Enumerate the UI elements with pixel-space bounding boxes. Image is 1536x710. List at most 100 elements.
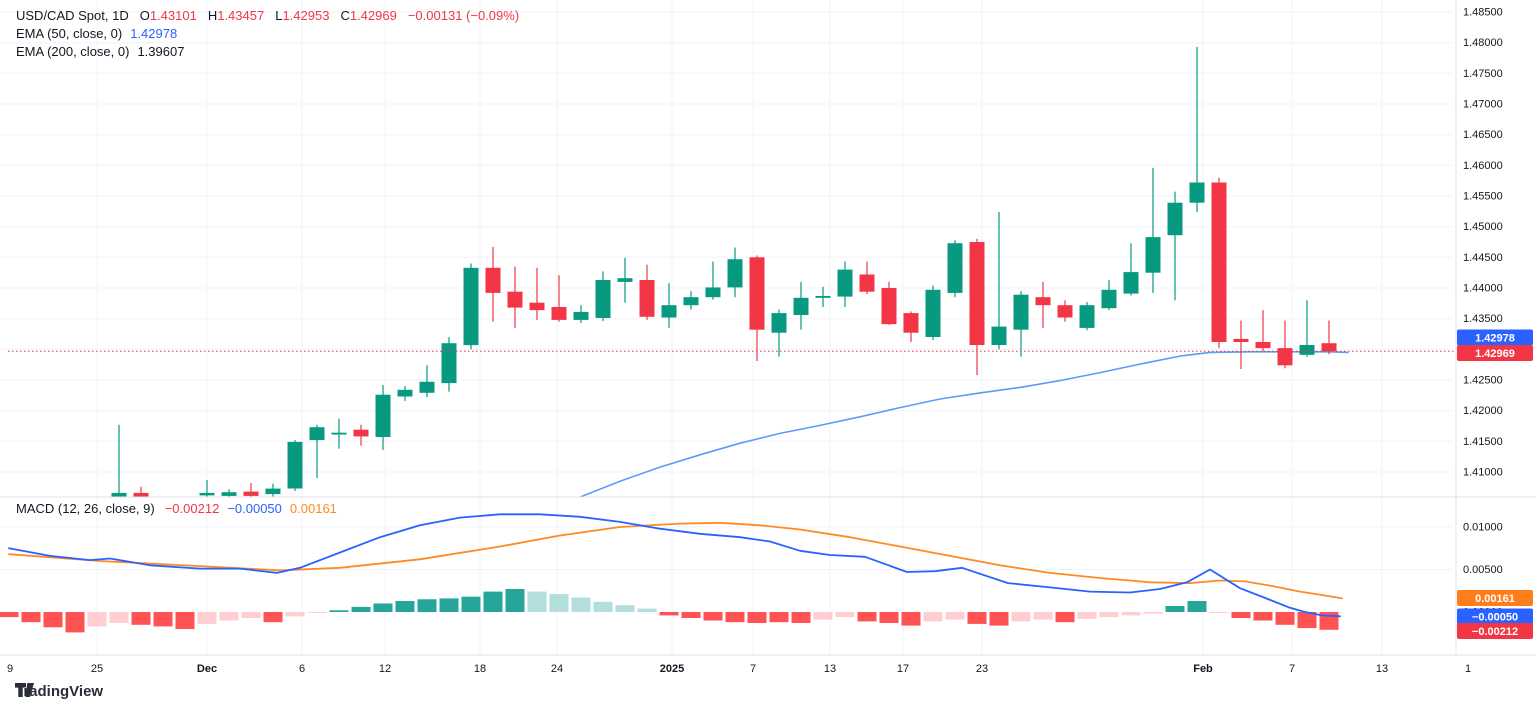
candle-body xyxy=(199,492,215,496)
candle-body xyxy=(815,296,831,298)
macd-histogram-bar xyxy=(263,612,283,623)
candle-body xyxy=(727,259,743,288)
macd-axis-label: 0.00500 xyxy=(1463,564,1503,576)
macd-histogram-bar xyxy=(637,608,657,612)
macd-histogram-bar xyxy=(725,612,745,623)
macd-histogram-bar xyxy=(483,591,503,612)
macd-hist-value: −0.00212 xyxy=(164,501,220,516)
macd-histogram-bar xyxy=(1297,612,1317,629)
macd-histogram-bar xyxy=(1253,612,1273,621)
macd-histogram-bar xyxy=(65,612,85,633)
ema200-label[interactable]: EMA (200, close, 0) xyxy=(16,44,130,59)
price-axis-label: 1.41500 xyxy=(1463,436,1503,448)
macd-histogram-bar xyxy=(681,612,701,618)
macd-histogram-bar xyxy=(395,601,415,612)
macd-signal-value: 0.00161 xyxy=(289,501,337,516)
axis-badge-text: −0.00050 xyxy=(1472,611,1518,623)
candle-body xyxy=(1123,272,1139,294)
price-axis-label: 1.47500 xyxy=(1463,68,1503,80)
candle-body xyxy=(595,280,611,318)
macd-histogram-bar xyxy=(351,606,371,612)
macd-histogram-bar xyxy=(175,612,195,629)
price-axis-label: 1.46000 xyxy=(1463,160,1503,172)
axis-badge: 0.00161 xyxy=(1457,590,1533,606)
candle-body xyxy=(903,313,919,333)
macd-histogram-bar xyxy=(835,612,855,618)
time-axis-label: Dec xyxy=(197,663,217,675)
macd-histogram-bar xyxy=(747,612,767,623)
candle-body xyxy=(1299,345,1315,355)
high-label: H xyxy=(207,8,218,23)
macd-histogram-bar xyxy=(659,612,679,616)
candle-body xyxy=(1211,182,1227,342)
price-axis-label: 1.44500 xyxy=(1463,252,1503,264)
time-axis-label: 13 xyxy=(824,663,836,675)
ema50-value: 1.42978 xyxy=(130,26,178,41)
candle-body xyxy=(1101,289,1117,309)
candle-body xyxy=(837,269,853,297)
candle-body xyxy=(991,326,1007,345)
tradingview-logo[interactable]: TradingView xyxy=(15,683,103,700)
candle-body xyxy=(573,311,589,320)
macd-legend: MACD (12, 26, close, 9) −0.00212 −0.00050 0… xyxy=(16,501,337,516)
axis-badge-bg xyxy=(1457,345,1533,361)
macd-histogram-bar xyxy=(923,612,943,622)
macd-histogram-bar xyxy=(43,612,63,628)
macd-histogram-bar xyxy=(439,598,459,612)
macd-histogram-bar xyxy=(109,612,129,623)
macd-histogram-bar xyxy=(593,601,613,612)
macd-histogram-bar xyxy=(219,612,239,621)
macd-histogram-bar xyxy=(813,612,833,620)
tradingview-glyph-icon xyxy=(15,683,34,697)
axis-badge-text: 1.42969 xyxy=(1475,348,1515,360)
macd-axis-label: 0.01000 xyxy=(1463,522,1503,534)
candle-body xyxy=(1079,305,1095,328)
price-axis-label: 1.48000 xyxy=(1463,37,1503,49)
ema50-label[interactable]: EMA (50, close, 0) xyxy=(16,26,123,41)
ema200-row: EMA (200, close, 0) 1.39607 xyxy=(16,43,519,61)
macd-histogram-bar xyxy=(153,612,173,627)
price-axis-label: 1.45000 xyxy=(1463,221,1503,233)
macd-histogram-bar xyxy=(1011,612,1031,622)
macd-histogram-bar xyxy=(1077,612,1097,619)
macd-histogram-bar xyxy=(703,612,723,621)
candle-body xyxy=(1189,182,1205,203)
ema50-line xyxy=(579,350,1349,497)
macd-label[interactable]: MACD (12, 26, close, 9) xyxy=(16,501,155,516)
candle-body xyxy=(551,307,567,320)
candle-body xyxy=(1321,343,1337,352)
macd-histogram-bar xyxy=(615,605,635,612)
candle-body xyxy=(331,432,347,435)
symbol-legend: USD/CAD Spot, 1D O1.43101 H1.43457 L1.42953… xyxy=(16,7,519,61)
time-axis-label: 12 xyxy=(379,663,391,675)
macd-histogram-bar xyxy=(1165,606,1185,612)
candle-body xyxy=(1145,237,1161,273)
time-axis-label: 2025 xyxy=(660,663,684,675)
candle-body xyxy=(485,267,501,293)
candle-body xyxy=(925,289,941,337)
macd-histogram-bar xyxy=(1121,612,1141,616)
macd-histogram-bar xyxy=(1231,612,1251,618)
time-axis-label: 23 xyxy=(976,663,988,675)
macd-signal-line xyxy=(8,521,1343,600)
time-axis-label: 1 xyxy=(1465,663,1471,675)
candle-body xyxy=(1277,348,1293,366)
tradingview-wordmark: TradingView xyxy=(15,683,104,700)
macd-histogram-bar xyxy=(1033,612,1053,620)
price-axis-label: 1.46500 xyxy=(1463,129,1503,141)
axis-badge-bg xyxy=(1457,329,1533,346)
macd-histogram-bar xyxy=(329,610,349,612)
macd-line-value: −0.00050 xyxy=(227,501,282,516)
symbol-title[interactable]: USD/CAD Spot, 1D xyxy=(16,8,129,23)
high-value: 1.43457 xyxy=(217,8,265,23)
macd-histogram-bar xyxy=(1143,612,1163,614)
axis-badge: 1.42969 xyxy=(1457,345,1533,361)
axis-badge: −0.00050 xyxy=(1457,608,1533,625)
price-axis-label: 1.42000 xyxy=(1463,405,1503,417)
candle-body xyxy=(771,313,787,333)
price-axis-label: 1.41000 xyxy=(1463,467,1503,479)
time-axis-label: 13 xyxy=(1376,663,1388,675)
candle-body xyxy=(705,287,721,298)
